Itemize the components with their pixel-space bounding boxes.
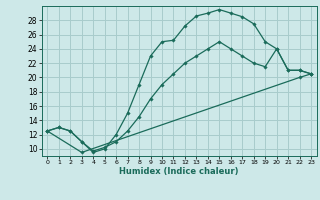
X-axis label: Humidex (Indice chaleur): Humidex (Indice chaleur) [119,167,239,176]
